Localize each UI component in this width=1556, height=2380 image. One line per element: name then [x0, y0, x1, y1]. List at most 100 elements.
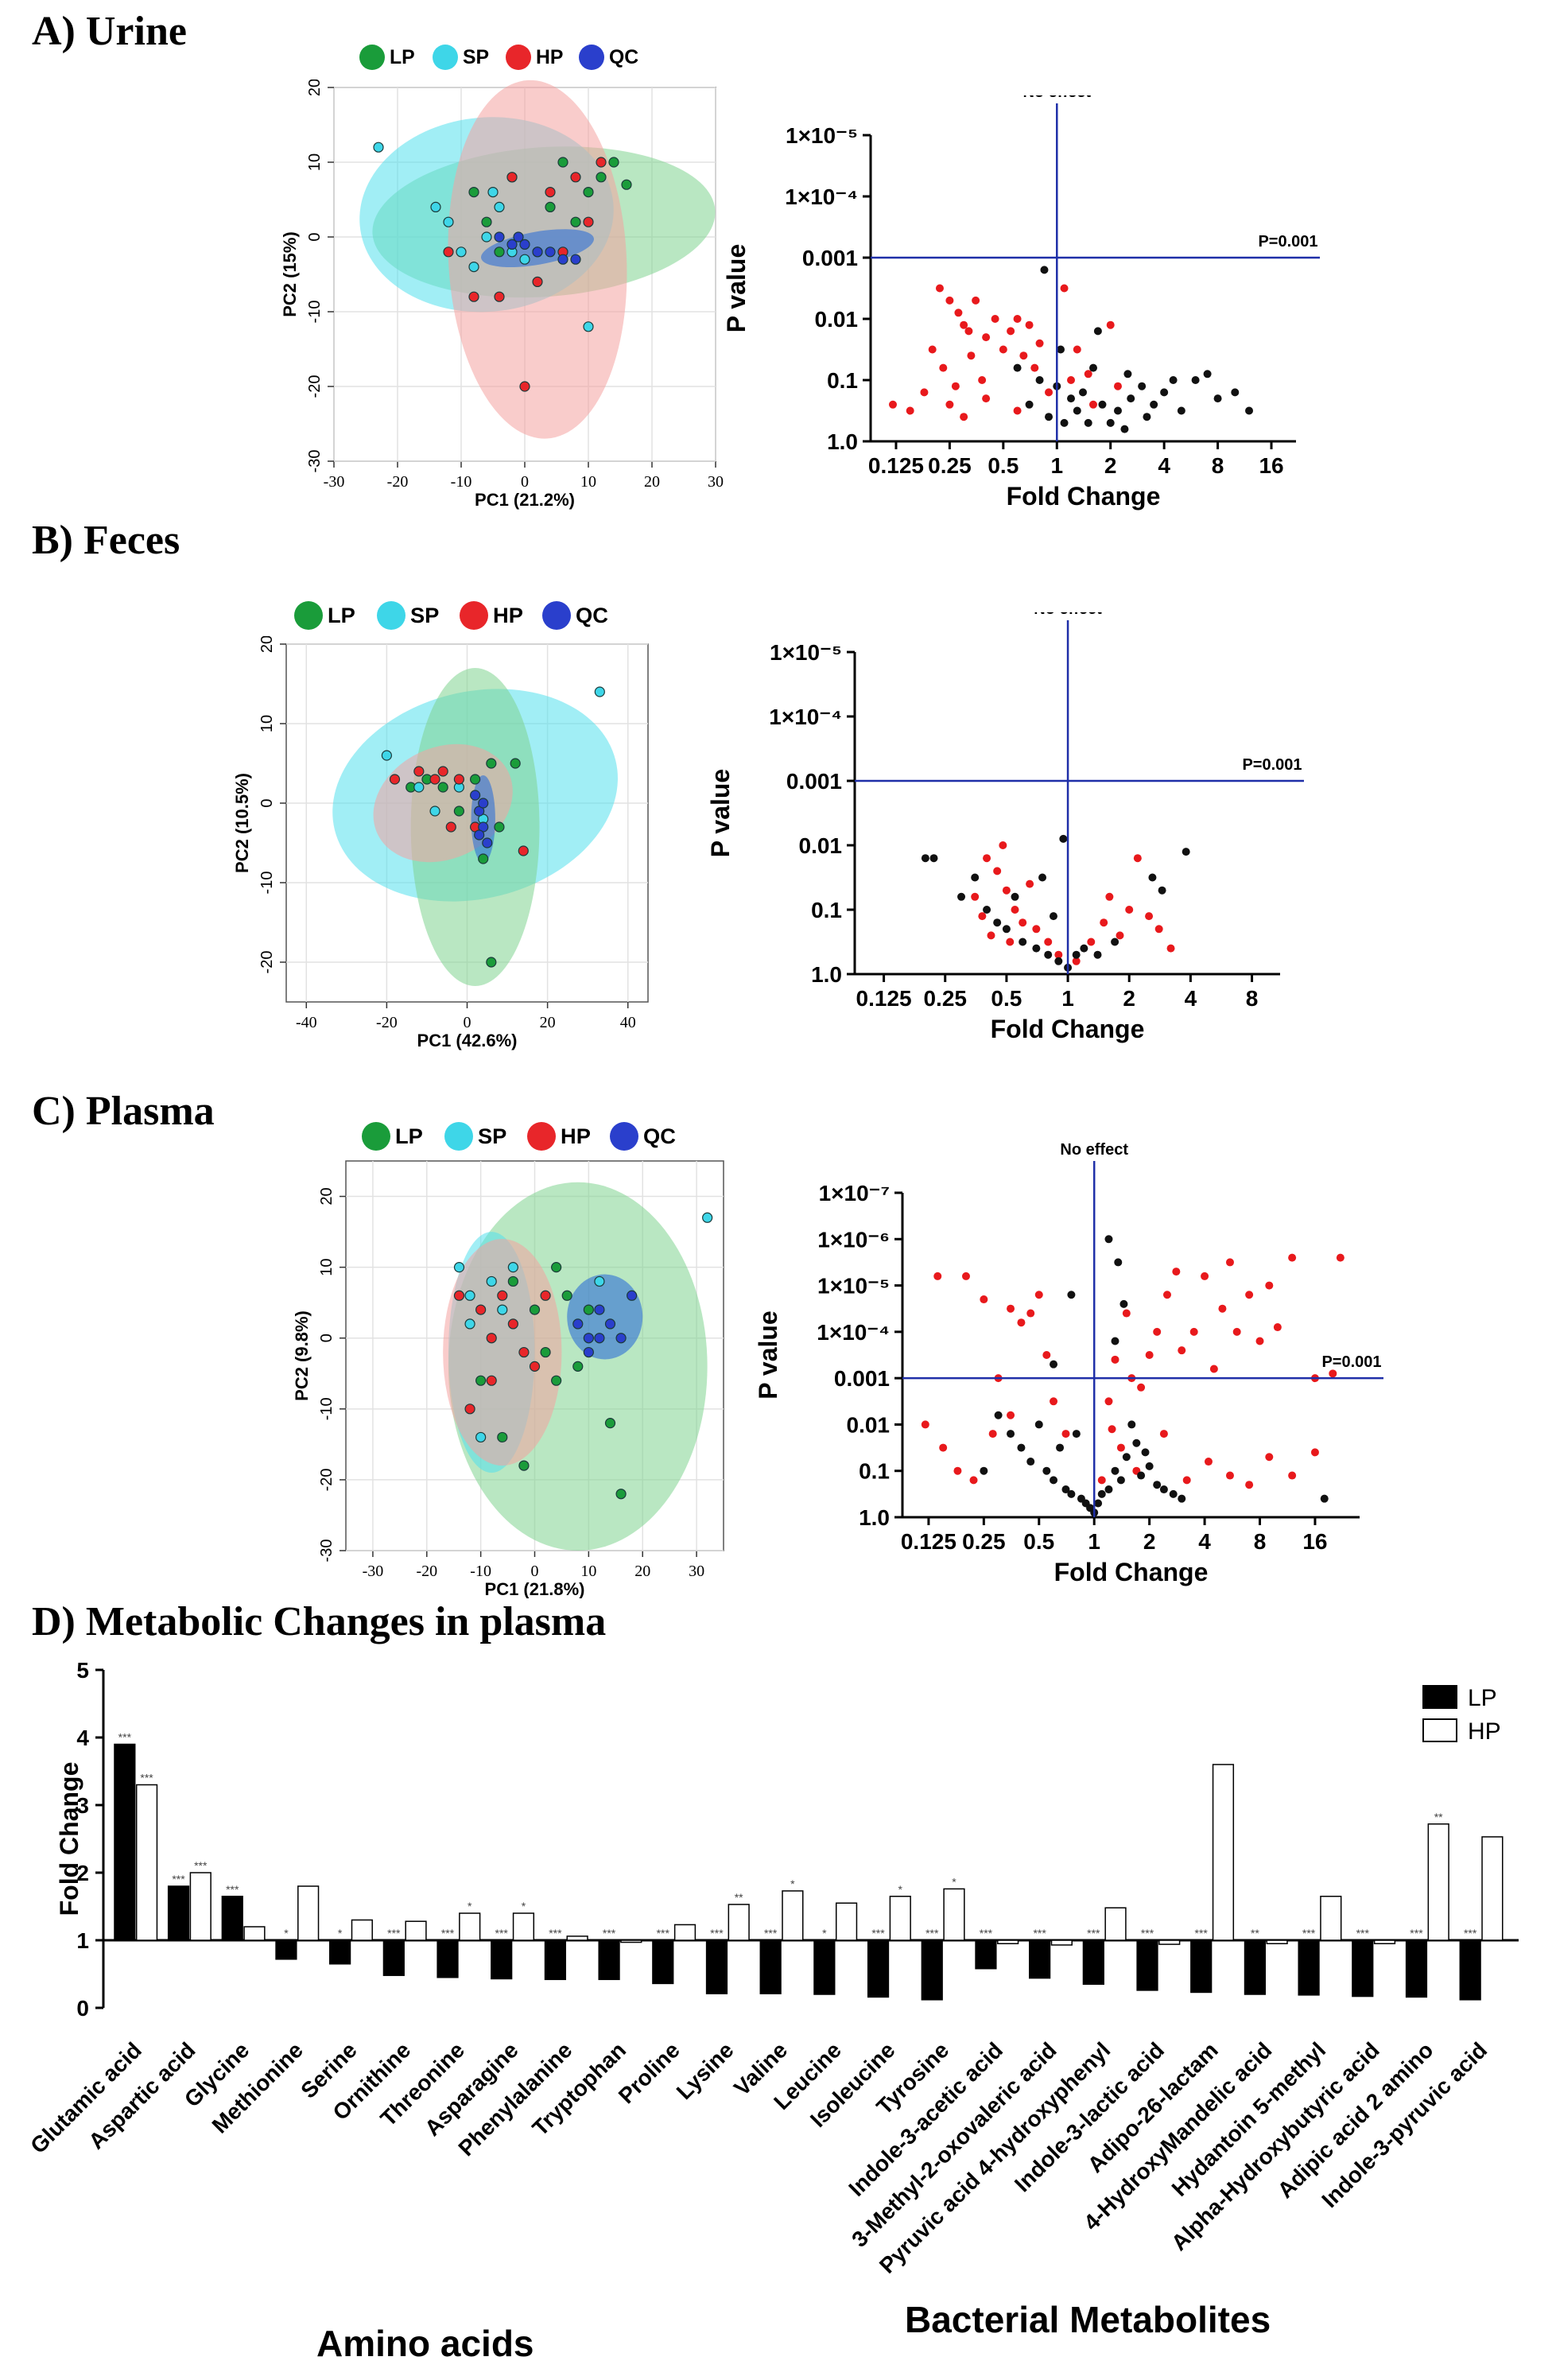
data-point-lp	[570, 216, 581, 227]
volcano-point-significant	[978, 376, 987, 384]
volcano-point-significant	[928, 345, 937, 354]
volcano-point-significant	[988, 1430, 997, 1438]
x-tick-label: 1	[1061, 986, 1074, 1011]
data-point-lp	[481, 216, 492, 227]
volcano-point-significant	[1116, 1443, 1125, 1452]
volcano-point-significant	[1087, 938, 1096, 946]
data-point-qc	[506, 239, 518, 250]
volcano-point-significant	[1105, 892, 1114, 901]
bar-lp	[382, 1939, 405, 1976]
x-tick-label: 8	[1212, 453, 1224, 478]
volcano-point-significant	[1145, 912, 1154, 921]
volcano-point-significant	[1106, 320, 1115, 329]
data-point-lp	[583, 187, 594, 198]
volcano-point-not-significant	[1019, 938, 1027, 946]
volcano-point-significant	[1172, 1268, 1181, 1276]
bar-lp	[705, 1939, 728, 1994]
significance-lp: ***	[1464, 1927, 1477, 1939]
volcano-point-significant	[1255, 1337, 1264, 1345]
bar-lp	[1298, 1939, 1320, 1996]
x-axis-label: PC1 (21.2%)	[475, 490, 575, 510]
group-label-bacterial-metabolites: Bacterial Metabolites	[905, 2299, 1271, 2340]
bar-lp	[275, 1939, 297, 1960]
volcano-point-not-significant	[1123, 370, 1132, 379]
y-axis-label: Fold Change	[55, 1762, 83, 1916]
bar-lp	[1082, 1939, 1104, 1985]
volcano-point-significant	[921, 1420, 929, 1429]
bar-lp	[544, 1939, 567, 1981]
group-label-amino-acids: Amino acids	[316, 2323, 534, 2364]
bar-hp	[1373, 1939, 1396, 1944]
volcano-point-not-significant	[957, 892, 966, 901]
volcano-point-not-significant	[1098, 400, 1107, 409]
y-axis-label: PC2 (15%)	[280, 231, 300, 317]
data-point-qc	[615, 1333, 627, 1344]
volcano-point-not-significant	[1116, 1476, 1125, 1485]
x-tick-label: -20	[387, 473, 409, 491]
y-tick-label: 1×10⁻⁵	[817, 1274, 890, 1299]
data-point-lp	[497, 1431, 508, 1443]
data-point-hp	[486, 1375, 497, 1386]
significance-lp: ***	[980, 1927, 993, 1939]
volcano-point-not-significant	[1169, 376, 1178, 384]
volcano-point-significant	[1011, 906, 1019, 914]
y-tick-label: 0.01	[847, 1412, 891, 1437]
data-point-sp	[583, 321, 594, 332]
x-tick-label: 0.125	[901, 1529, 956, 1554]
significance-lp: ***	[1302, 1927, 1316, 1939]
x-tick-label: 20	[644, 473, 660, 491]
volcano-point-not-significant	[1141, 1448, 1150, 1457]
y-tick-label: 10	[258, 715, 276, 732]
volcano-point-not-significant	[1072, 950, 1081, 959]
volcano-point-not-significant	[1114, 1258, 1123, 1267]
data-point-hp	[545, 187, 556, 198]
volcano-point-not-significant	[1113, 406, 1122, 415]
legend-marker-hp	[527, 1122, 556, 1151]
volcano-point-significant	[1265, 1281, 1274, 1290]
data-point-lp	[507, 1275, 518, 1287]
significance-lp: ***	[871, 1927, 885, 1939]
x-tick-label: 40	[620, 1014, 636, 1031]
x-tick-label: 4	[1198, 1529, 1211, 1554]
legend-marker-hp	[460, 601, 488, 630]
legend-plasma: LP SP HP QC	[362, 1122, 676, 1151]
y-axis-label: PC2 (10.5%)	[232, 773, 252, 873]
volcano-point-significant	[1019, 351, 1028, 360]
volcano-point-significant	[1007, 1411, 1015, 1419]
bar-lp	[598, 1939, 620, 1981]
volcano-point-significant	[1225, 1258, 1234, 1267]
volcano-point-not-significant	[921, 854, 929, 863]
volcano-point-significant	[971, 892, 980, 901]
data-point-qc	[513, 231, 524, 243]
data-point-hp	[596, 157, 607, 168]
volcano-point-significant	[1026, 879, 1034, 888]
significance-lp: *	[338, 1927, 343, 1939]
data-point-lp	[510, 758, 521, 769]
data-point-hp	[529, 1361, 541, 1372]
volcano-point-significant	[1122, 1309, 1131, 1318]
volcano-point-not-significant	[1160, 388, 1169, 397]
x-tick-label: 1	[1050, 453, 1063, 478]
volcano-point-not-significant	[1067, 1291, 1076, 1299]
significance-hp: *	[898, 1883, 903, 1896]
volcano-point-not-significant	[993, 918, 1002, 927]
legend-marker-lp	[359, 45, 385, 70]
legend-marker-qc	[579, 45, 604, 70]
volcano-point-significant	[1002, 886, 1011, 895]
bar-hp	[1050, 1939, 1073, 1946]
data-point-lp	[470, 774, 481, 785]
volcano-point-significant	[1032, 925, 1041, 934]
volcano-point-not-significant	[1148, 873, 1157, 882]
volcano-point-significant	[1182, 1476, 1191, 1485]
significance-lp: ***	[1410, 1927, 1423, 1939]
x-tick-label: -20	[376, 1014, 398, 1031]
volcano-point-not-significant	[1056, 1443, 1065, 1452]
section-title-plasma: C) Plasma	[32, 1089, 215, 1134]
bar-hp	[782, 1890, 804, 1941]
section-title-urine: A) Urine	[32, 9, 187, 54]
legend-marker-hp	[506, 45, 531, 70]
volcano-point-significant	[1162, 1291, 1171, 1299]
volcano-point-significant	[1013, 315, 1022, 323]
data-point-sp	[486, 1275, 497, 1287]
bar-hp	[1104, 1907, 1127, 1941]
